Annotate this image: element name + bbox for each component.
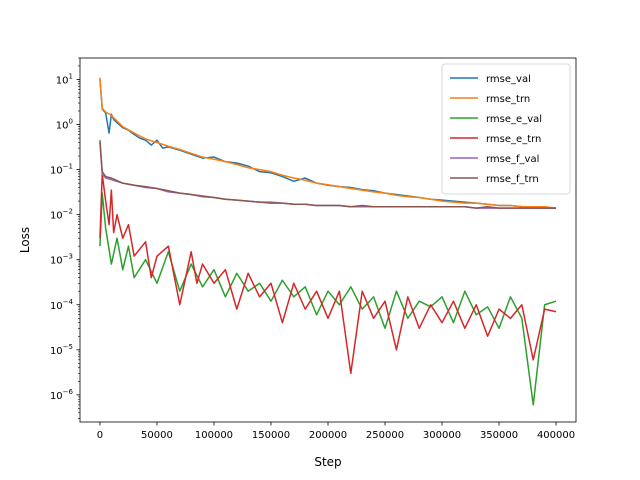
- x-tick-label: 100000: [195, 430, 233, 441]
- x-tick-label: 0: [97, 430, 103, 441]
- x-tick-label: 50000: [141, 430, 173, 441]
- legend-label-rmse-val: rmse_val: [486, 74, 531, 85]
- series-line-rmse-e-val: [99, 192, 557, 406]
- y-tick-label: 10−2: [50, 208, 73, 222]
- x-tick-label: 300000: [423, 430, 461, 441]
- legend-label-rmse-e-trn: rmse_e_trn: [486, 134, 541, 145]
- y-tick-label: 10−3: [50, 253, 73, 267]
- y-axis-ticks: 10−6 10−5 10−4 10−3 10−2 10−1 100 101: [50, 57, 80, 419]
- y-tick-label: 10−6: [50, 388, 74, 402]
- series-layer: [99, 77, 557, 406]
- legend-label-rmse-f-trn: rmse_f_trn: [486, 174, 539, 185]
- x-tick-label: 250000: [366, 430, 404, 441]
- series-line-rmse-trn: [99, 77, 557, 209]
- legend-label-rmse-trn: rmse_trn: [486, 94, 530, 105]
- series-line-rmse-e-trn: [99, 173, 557, 375]
- legend-label-rmse-e-val: rmse_e_val: [486, 114, 542, 125]
- y-tick-label: 100: [56, 118, 73, 132]
- x-tick-label: 400000: [537, 430, 575, 441]
- y-tick-label: 101: [56, 72, 73, 86]
- legend-box: [441, 63, 571, 195]
- x-axis-label: Step: [314, 455, 341, 469]
- legend-label-rmse-f-val: rmse_f_val: [486, 154, 539, 165]
- y-axis-label: Loss: [18, 227, 32, 253]
- y-tick-label: 10−1: [50, 163, 73, 177]
- y-tick-label: 10−5: [50, 343, 73, 357]
- legend: rmse_val rmse_trn rmse_e_val rmse_e_trnrmse…: [441, 63, 571, 195]
- x-axis-ticks: 0 50000 100000 150000 200000 250000 300000 3500…: [97, 422, 575, 441]
- y-tick-label: 10−4: [50, 298, 74, 312]
- x-tick-label: 200000: [309, 430, 347, 441]
- x-tick-label: 350000: [480, 430, 518, 441]
- series-line-rmse-f-trn: [99, 140, 557, 209]
- x-tick-label: 150000: [252, 430, 290, 441]
